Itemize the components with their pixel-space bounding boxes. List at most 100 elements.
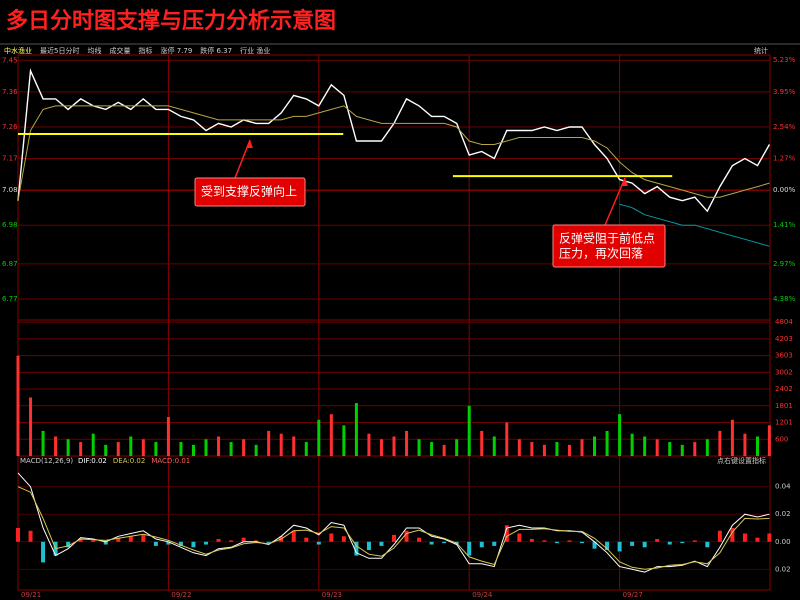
toolbar-item[interactable]: 均线	[87, 46, 101, 55]
macd-bar	[316, 541, 321, 545]
macd-bar	[767, 533, 772, 542]
toolbar-item[interactable]: 指标	[138, 46, 152, 55]
macd-bar	[580, 541, 584, 544]
macd-bar	[567, 540, 572, 542]
macd-bar	[78, 539, 83, 542]
y-tick-label: 7.17	[2, 155, 18, 163]
volume-bar	[379, 439, 383, 456]
macd-bar	[304, 537, 309, 542]
volume-bar	[367, 433, 371, 456]
macd-bar	[554, 541, 559, 544]
macd-bar	[91, 540, 96, 542]
y-tick-label: 7.26	[2, 123, 18, 131]
y2-tick-label: 2.97%	[773, 260, 796, 268]
macd-bar	[692, 540, 697, 542]
volume-bar	[517, 439, 521, 456]
volume-bar	[179, 442, 183, 456]
stats-button[interactable]: 统计	[754, 46, 768, 55]
volume-bar	[354, 403, 358, 456]
annotation-box	[194, 177, 306, 207]
x-tick-label: 09/24	[472, 591, 493, 599]
macd-bar	[204, 541, 208, 545]
macd-bar	[354, 541, 359, 556]
volume-bar	[154, 442, 158, 456]
macd-bar	[266, 541, 271, 544]
volume-bar	[730, 419, 734, 456]
macd-bar	[103, 541, 108, 545]
y-tick-label: 6.98	[2, 221, 18, 229]
volume-bar	[204, 439, 208, 456]
volume-bar	[767, 425, 771, 456]
y2-tick-label: 1.41%	[773, 221, 796, 229]
y2-tick-label: 3603	[775, 352, 793, 360]
volume-bar	[129, 436, 133, 456]
macd-bar	[229, 540, 234, 542]
toolbar-item[interactable]: 中水渔业	[4, 46, 32, 55]
macd-bar	[404, 530, 409, 542]
macd-note[interactable]: 点右键设置指标	[717, 456, 766, 465]
macd-bar	[492, 541, 497, 546]
macd-bar	[41, 541, 46, 563]
macd-bar	[617, 541, 622, 552]
y2-tick-label: 0.02	[775, 565, 791, 573]
volume-bar	[66, 439, 70, 456]
volume-bar	[480, 430, 484, 456]
macd-bar	[417, 537, 422, 542]
y-tick-label: 7.08	[2, 186, 18, 194]
macd-bar	[680, 541, 685, 544]
y-tick-label: 6.77	[2, 295, 18, 303]
volume-bar	[405, 430, 409, 456]
toolbar-item[interactable]: 最近5日分时	[40, 46, 79, 55]
annotation-text: 压力，再次回落	[559, 247, 643, 261]
macd-title: MACD(12,26,9)	[20, 457, 73, 465]
macd-bar	[291, 530, 296, 542]
y2-tick-label: 3002	[775, 368, 793, 376]
toolbar-item[interactable]: 涨停 7.79	[160, 46, 192, 55]
volume-bar	[279, 433, 283, 456]
macd-readout: DEA:0.02	[113, 457, 145, 465]
macd-bar	[153, 541, 158, 546]
macd-bar	[667, 541, 672, 545]
annotation-text: 受到支撑反弹向上	[201, 184, 297, 199]
volume-bar	[41, 430, 45, 456]
volume-bar	[166, 416, 170, 456]
y-tick-label: 7.45	[2, 56, 18, 64]
y2-tick-label: 4.38%	[773, 295, 796, 303]
volume-bar	[29, 397, 33, 456]
x-tick-label: 09/27	[623, 591, 643, 599]
volume-bar	[104, 444, 108, 456]
macd-readout: MACD:0.01	[151, 457, 190, 465]
macd-bar	[66, 541, 71, 548]
macd-bar	[655, 539, 660, 542]
toolbar-item[interactable]: 跌停 6.37	[200, 46, 232, 55]
volume-bar	[267, 430, 271, 456]
volume-bar	[718, 430, 722, 456]
dif-line	[17, 472, 770, 573]
macd-bar	[178, 541, 183, 546]
volume-bar	[254, 444, 258, 456]
toolbar-item[interactable]: 成交量	[109, 46, 130, 55]
macd-bar	[429, 541, 434, 545]
dea-line	[17, 486, 770, 570]
y2-tick-label: 4804	[775, 318, 793, 326]
y2-tick-label: 0.02	[775, 510, 791, 518]
macd-bar	[28, 530, 33, 542]
macd-bar	[705, 541, 710, 548]
volume-bar	[668, 442, 672, 456]
toolbar-item[interactable]: 行业 渔业	[240, 46, 270, 55]
volume-bar	[417, 439, 421, 456]
volume-bar	[16, 355, 20, 456]
y2-tick-label: 1801	[775, 402, 793, 410]
y2-tick-label: 0.00%	[773, 186, 796, 194]
volume-bar	[242, 439, 246, 456]
annotation-arrowhead	[621, 178, 628, 186]
y2-tick-label: 0.00	[775, 538, 791, 546]
macd-bar	[755, 537, 760, 542]
y2-tick-label: 5.23%	[773, 56, 796, 64]
volume-bar	[304, 442, 308, 456]
volume-bar	[655, 439, 659, 456]
macd-bar	[592, 541, 597, 549]
macd-bar	[366, 541, 371, 551]
